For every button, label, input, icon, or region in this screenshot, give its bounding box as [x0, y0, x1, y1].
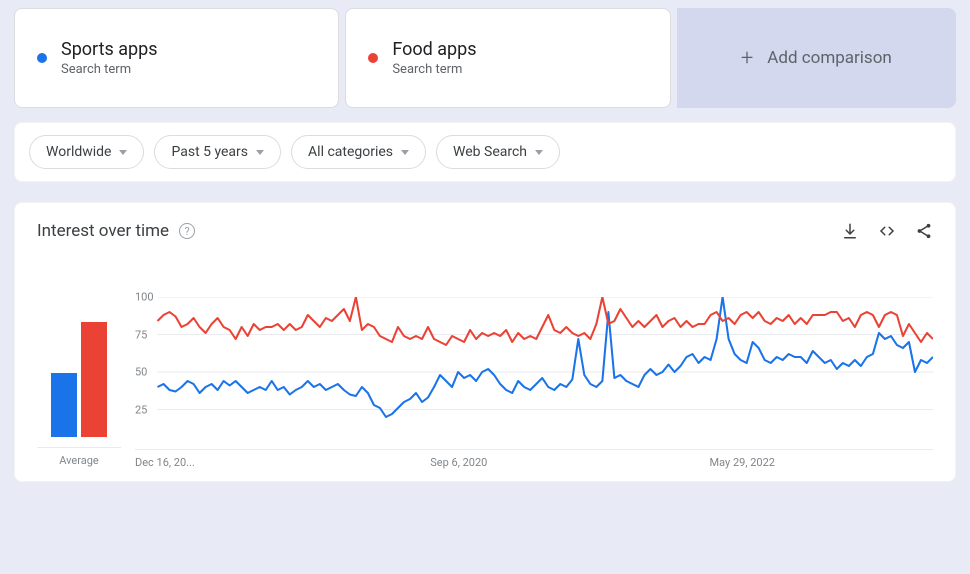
y-tick-label: 25 — [135, 403, 147, 416]
help-icon[interactable]: ? — [179, 223, 195, 239]
x-tick-label: Sep 6, 2020 — [430, 456, 487, 469]
filter-region-label: Worldwide — [46, 144, 111, 160]
average-label: Average — [37, 447, 121, 467]
x-tick-label: Dec 16, 20... — [135, 456, 195, 469]
chart-card: Interest over time ? Average — [14, 202, 956, 482]
embed-icon[interactable] — [877, 222, 897, 240]
avg-bar-sports — [51, 373, 77, 437]
add-comparison-label: Add comparison — [767, 48, 892, 68]
filter-type-label: Web Search — [453, 144, 527, 160]
series-dot-food — [368, 53, 378, 63]
y-tick-label: 100 — [135, 291, 154, 304]
avg-bar-food — [81, 322, 107, 437]
y-tick-label: 75 — [135, 328, 147, 341]
compare-term-title: Food apps — [392, 39, 476, 61]
filter-timeframe[interactable]: Past 5 years — [154, 135, 281, 169]
filter-timeframe-label: Past 5 years — [171, 144, 248, 160]
x-tick-label: May 29, 2022 — [710, 456, 775, 469]
chevron-down-icon — [401, 150, 409, 155]
average-block: Average — [37, 297, 121, 467]
share-icon[interactable] — [915, 222, 933, 240]
compare-term-title: Sports apps — [61, 39, 158, 61]
filter-region[interactable]: Worldwide — [29, 135, 144, 169]
filter-category[interactable]: All categories — [291, 135, 426, 169]
compare-card-sports[interactable]: Sports apps Search term — [14, 8, 339, 108]
chevron-down-icon — [535, 150, 543, 155]
download-icon[interactable] — [841, 222, 859, 240]
y-tick-label: 50 — [135, 366, 147, 379]
add-comparison-button[interactable]: + Add comparison — [677, 8, 956, 108]
compare-card-food[interactable]: Food apps Search term — [345, 8, 670, 108]
filter-type[interactable]: Web Search — [436, 135, 560, 169]
compare-term-subtitle: Search term — [392, 62, 476, 77]
chevron-down-icon — [256, 150, 264, 155]
chevron-down-icon — [119, 150, 127, 155]
filter-panel: Worldwide Past 5 years All categories We… — [14, 122, 956, 182]
compare-term-subtitle: Search term — [61, 62, 158, 77]
plus-icon: + — [741, 46, 753, 71]
series-dot-sports — [37, 53, 47, 63]
filter-category-label: All categories — [308, 144, 393, 160]
line-chart: 255075100 Dec 16, 20...Sep 6, 2020May 29… — [135, 297, 933, 457]
chart-title: Interest over time — [37, 221, 169, 241]
